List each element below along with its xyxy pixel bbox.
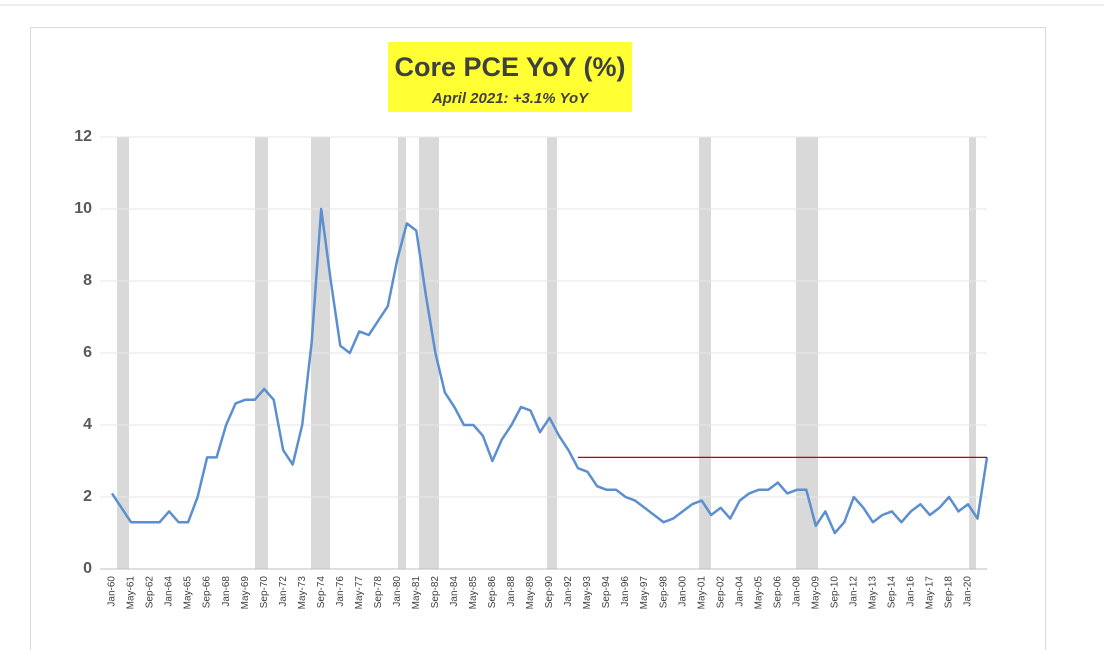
x-tick-label: Sep-98: [658, 576, 669, 609]
x-tick-label: Jan-88: [506, 576, 517, 607]
y-tick-label: 10: [74, 200, 92, 217]
x-tick-label: Jan-00: [677, 576, 688, 607]
x-tick-label: May-89: [525, 576, 536, 610]
x-tick-label: Jan-20: [963, 576, 974, 607]
x-tick-label: Jan-72: [278, 576, 289, 607]
chart-title: Core PCE YoY (%): [394, 52, 625, 82]
x-tick-label: Jan-16: [906, 576, 917, 607]
x-tick-label: Sep-82: [430, 576, 441, 609]
x-tick-label: May-77: [354, 576, 365, 610]
x-tick-label: Sep-74: [316, 576, 327, 609]
x-tick-label: Jan-08: [791, 576, 802, 607]
x-tick-label: Jan-92: [563, 576, 574, 607]
x-tick-label: May-97: [639, 576, 650, 610]
x-tick-label: May-13: [868, 576, 879, 610]
x-tick-label: Sep-14: [887, 576, 898, 609]
y-tick-label: 2: [83, 488, 92, 505]
x-tick-label: Sep-18: [944, 576, 955, 609]
data-line: [110, 207, 989, 535]
x-tick-label: May-05: [753, 576, 764, 610]
x-tick-label: Sep-06: [772, 576, 783, 609]
x-tick-label: May-09: [810, 576, 821, 610]
x-tick-label: May-65: [183, 576, 194, 610]
chart-subtitle: April 2021: +3.1% YoY: [431, 90, 590, 107]
x-tick-label: Jan-68: [221, 576, 232, 607]
x-tick-label: May-85: [468, 576, 479, 610]
y-tick-label: 6: [83, 344, 92, 361]
grid: 0 2 4 6 8 10 12 Jan-60 May-61 Sep-62 Jan-64 May-65 S…: [74, 128, 987, 609]
x-tick-label: May-01: [696, 576, 707, 610]
plot: [110, 207, 989, 535]
x-tick-label: Jan-60: [107, 576, 118, 607]
x-tick-label: Jan-80: [392, 576, 403, 607]
x-tick-label: Jan-12: [848, 576, 859, 607]
x-tick-label: Sep-86: [487, 576, 498, 609]
x-tick-label: Sep-78: [373, 576, 384, 609]
chart-frame: [30, 27, 1046, 650]
x-tick-label: Sep-94: [601, 576, 612, 609]
x-tick-label: May-69: [240, 576, 251, 610]
x-tick-label: Jan-84: [449, 576, 460, 607]
x-tick-label: Jan-04: [734, 576, 745, 607]
x-tick-label: Jan-96: [620, 576, 631, 607]
y-tick-label: 8: [83, 272, 92, 289]
x-tick-label: Sep-90: [544, 576, 555, 609]
x-tick-label: Jan-76: [335, 576, 346, 607]
x-tick-label: Sep-10: [829, 576, 840, 609]
x-tick-label: Sep-62: [145, 576, 156, 609]
x-tick-label: May-17: [925, 576, 936, 610]
x-tick-label: Sep-70: [259, 576, 270, 609]
y-tick-label: 12: [74, 128, 92, 145]
title-box: [388, 42, 632, 112]
x-tick-label: May-61: [126, 576, 137, 610]
x-tick-label: Jan-64: [164, 576, 175, 607]
y-tick-label: 0: [83, 560, 92, 577]
x-tick-label: May-93: [582, 576, 593, 610]
y-tick-label: 4: [83, 416, 92, 433]
x-tick-label: May-81: [411, 576, 422, 610]
x-tick-label: Sep-66: [202, 576, 213, 609]
x-tick-label: Sep-02: [715, 576, 726, 609]
x-tick-label: May-73: [297, 576, 308, 610]
